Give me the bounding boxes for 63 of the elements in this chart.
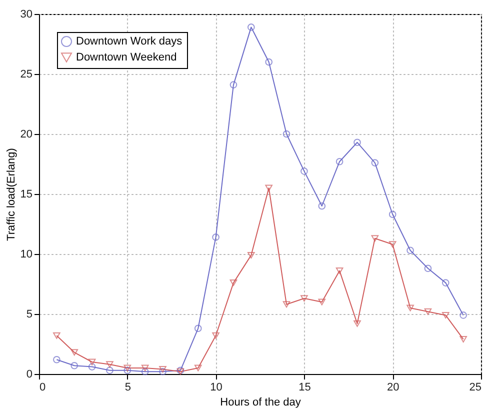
point [388, 210, 396, 218]
point [88, 363, 96, 370]
y-tick-label: 10 [20, 248, 32, 260]
point [406, 304, 414, 312]
x-tick-label: 20 [386, 382, 400, 394]
x-tick-label: 10 [210, 382, 222, 394]
point [371, 235, 379, 242]
y-tick-label: 25 [20, 68, 32, 80]
point [265, 58, 272, 66]
point [282, 130, 290, 138]
x-tick-label: 5 [124, 382, 131, 394]
y-tick-label: 20 [20, 128, 32, 140]
point [159, 368, 166, 376]
x-tick-label: 15 [298, 382, 311, 394]
y-tick-label: 5 [26, 308, 32, 320]
y-tick-label: 30 [20, 8, 32, 20]
point [318, 298, 326, 306]
point [406, 246, 414, 254]
point [141, 364, 149, 372]
y-tick-label: 0 [26, 368, 32, 380]
point [70, 362, 78, 370]
y-axis-title: Traffic load(Erlang) [5, 148, 18, 241]
point [159, 366, 166, 372]
point [354, 138, 361, 146]
point [88, 358, 96, 366]
point [194, 324, 202, 332]
point [354, 320, 361, 327]
x-tick-label: 25 [469, 382, 482, 394]
point [300, 168, 308, 175]
legend-label: Downtown Weekend [76, 52, 177, 64]
point [460, 312, 467, 319]
point [230, 81, 238, 88]
point [53, 332, 60, 339]
point [124, 366, 132, 374]
point [265, 184, 272, 192]
y-tick-label: 15 [20, 188, 32, 200]
point [282, 301, 290, 308]
point [230, 280, 238, 286]
point [424, 264, 432, 272]
point [248, 24, 255, 31]
point [442, 279, 450, 286]
point [106, 361, 114, 368]
point [388, 241, 396, 248]
point [460, 336, 467, 342]
point [212, 332, 220, 339]
point [371, 159, 379, 166]
legend-label: Downtown Work days [76, 36, 183, 48]
point [70, 349, 78, 356]
point [336, 158, 344, 166]
point [424, 308, 432, 315]
point [106, 366, 114, 374]
point [124, 364, 132, 372]
point [53, 356, 60, 364]
point [141, 368, 149, 376]
x-tick-label: 0 [40, 382, 46, 394]
point [336, 268, 344, 274]
point [248, 252, 255, 258]
point [212, 234, 220, 241]
point [442, 312, 450, 318]
point [300, 295, 308, 302]
x-axis-title: Hours of the day [220, 396, 302, 408]
point [318, 202, 326, 210]
point [194, 364, 202, 372]
